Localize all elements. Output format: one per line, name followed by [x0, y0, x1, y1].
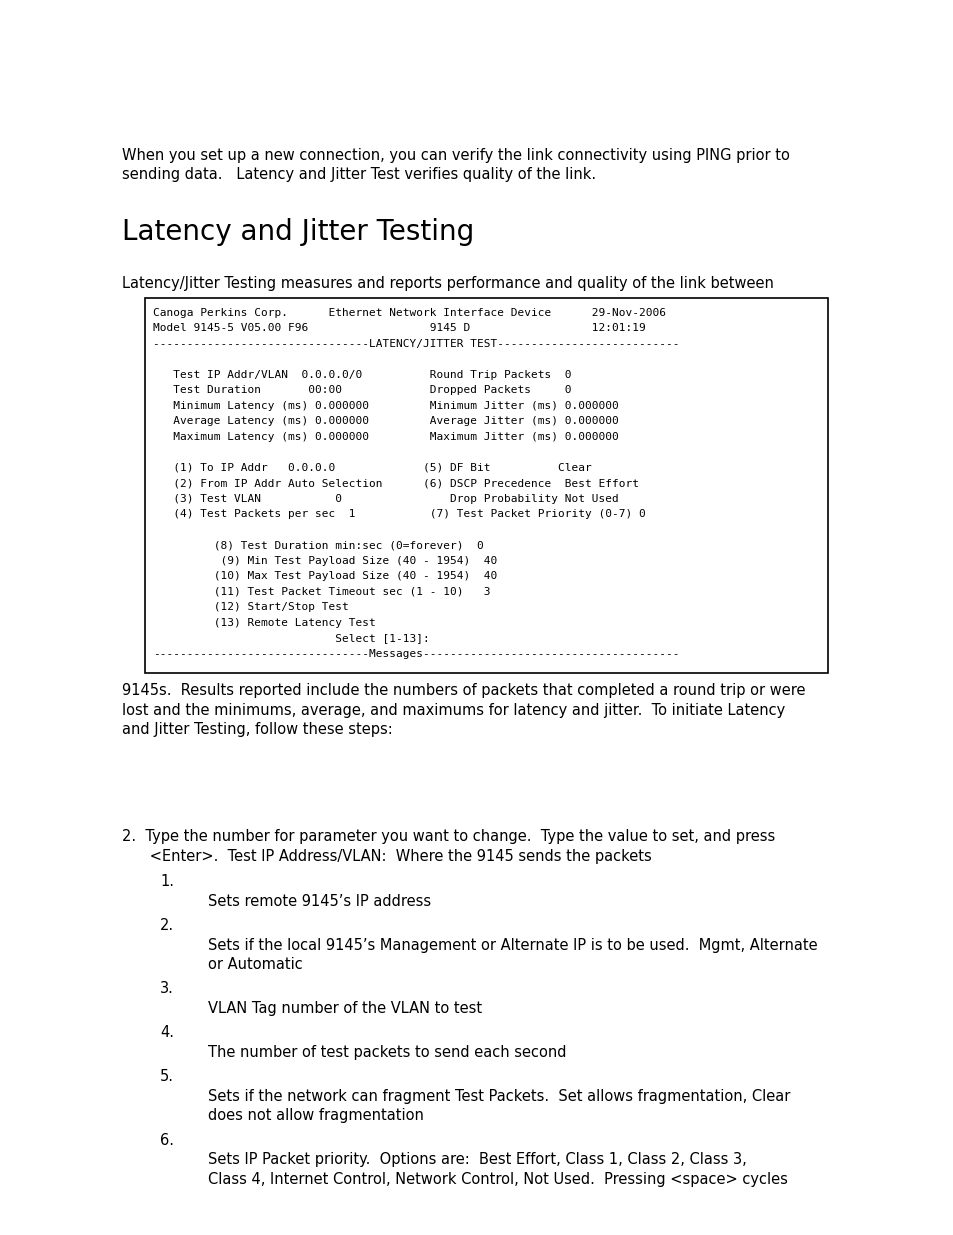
Text: lost and the minimums, average, and maximums for latency and jitter.  To initiat: lost and the minimums, average, and maxi… — [122, 703, 784, 718]
Text: Minimum Latency (ms) 0.000000         Minimum Jitter (ms) 0.000000: Minimum Latency (ms) 0.000000 Minimum Ji… — [152, 400, 618, 410]
Text: The number of test packets to send each second: The number of test packets to send each … — [208, 1045, 566, 1060]
Text: 4.: 4. — [160, 1025, 174, 1040]
Text: (13) Remote Latency Test: (13) Remote Latency Test — [152, 618, 375, 627]
Text: (4) Test Packets per sec  1           (7) Test Packet Priority (0-7) 0: (4) Test Packets per sec 1 (7) Test Pack… — [152, 509, 645, 519]
Text: Average Latency (ms) 0.000000         Average Jitter (ms) 0.000000: Average Latency (ms) 0.000000 Average Ji… — [152, 416, 618, 426]
Text: 2.  Type the number for parameter you want to change.  Type the value to set, an: 2. Type the number for parameter you wan… — [122, 830, 775, 845]
Text: and Jitter Testing, follow these steps:: and Jitter Testing, follow these steps: — [122, 722, 393, 737]
Text: sending data.   Latency and Jitter Test verifies quality of the link.: sending data. Latency and Jitter Test ve… — [122, 168, 596, 183]
Text: 3.: 3. — [160, 982, 174, 997]
Text: (9) Min Test Payload Size (40 - 1954)  40: (9) Min Test Payload Size (40 - 1954) 40 — [152, 556, 497, 566]
Text: Canoga Perkins Corp.      Ethernet Network Interface Device      29-Nov-2006: Canoga Perkins Corp. Ethernet Network In… — [152, 308, 665, 317]
Text: (10) Max Test Payload Size (40 - 1954)  40: (10) Max Test Payload Size (40 - 1954) 4… — [152, 571, 497, 580]
Text: 5.: 5. — [160, 1070, 174, 1084]
Text: <Enter>.  Test IP Address/VLAN:  Where the 9145 sends the packets: <Enter>. Test IP Address/VLAN: Where the… — [122, 848, 651, 863]
Text: Sets if the local 9145’s Management or Alternate IP is to be used.  Mgmt, Altern: Sets if the local 9145’s Management or A… — [208, 937, 817, 952]
Text: Latency and Jitter Testing: Latency and Jitter Testing — [122, 219, 474, 246]
Text: 9145s.  Results reported include the numbers of packets that completed a round t: 9145s. Results reported include the numb… — [122, 683, 804, 698]
Text: 2.: 2. — [160, 918, 174, 934]
Text: (11) Test Packet Timeout sec (1 - 10)   3: (11) Test Packet Timeout sec (1 - 10) 3 — [152, 587, 490, 597]
Text: Sets if the network can fragment Test Packets.  Set allows fragmentation, Clear: Sets if the network can fragment Test Pa… — [208, 1089, 789, 1104]
Text: Select [1-13]:: Select [1-13]: — [152, 634, 429, 643]
Text: Test Duration       00:00             Dropped Packets     0: Test Duration 00:00 Dropped Packets 0 — [152, 385, 571, 395]
Text: VLAN Tag number of the VLAN to test: VLAN Tag number of the VLAN to test — [208, 1000, 481, 1016]
Text: Latency/Jitter Testing measures and reports performance and quality of the link : Latency/Jitter Testing measures and repo… — [122, 275, 773, 290]
Bar — [145, 298, 827, 673]
Text: 1.: 1. — [160, 874, 174, 889]
Text: Model 9145-5 V05.00 F96                  9145 D                  12:01:19: Model 9145-5 V05.00 F96 9145 D 12:01:19 — [152, 324, 645, 333]
Text: does not allow fragmentation: does not allow fragmentation — [208, 1108, 423, 1123]
Text: (3) Test VLAN           0                Drop Probability Not Used: (3) Test VLAN 0 Drop Probability Not Use… — [152, 494, 618, 504]
Text: or Automatic: or Automatic — [208, 957, 302, 972]
Text: --------------------------------LATENCY/JITTER TEST---------------------------: --------------------------------LATENCY/… — [152, 338, 679, 348]
Text: Maximum Latency (ms) 0.000000         Maximum Jitter (ms) 0.000000: Maximum Latency (ms) 0.000000 Maximum Ji… — [152, 431, 618, 442]
Text: When you set up a new connection, you can verify the link connectivity using PIN: When you set up a new connection, you ca… — [122, 148, 789, 163]
Text: (8) Test Duration min:sec (0=forever)  0: (8) Test Duration min:sec (0=forever) 0 — [152, 540, 483, 550]
Text: (2) From IP Addr Auto Selection      (6) DSCP Precedence  Best Effort: (2) From IP Addr Auto Selection (6) DSCP… — [152, 478, 638, 488]
Text: Class 4, Internet Control, Network Control, Not Used.  Pressing <space> cycles: Class 4, Internet Control, Network Contr… — [208, 1172, 787, 1187]
Text: Sets IP Packet priority.  Options are:  Best Effort, Class 1, Class 2, Class 3,: Sets IP Packet priority. Options are: Be… — [208, 1152, 746, 1167]
Text: Test IP Addr/VLAN  0.0.0.0/0          Round Trip Packets  0: Test IP Addr/VLAN 0.0.0.0/0 Round Trip P… — [152, 369, 571, 379]
Text: (1) To IP Addr   0.0.0.0             (5) DF Bit          Clear: (1) To IP Addr 0.0.0.0 (5) DF Bit Clear — [152, 463, 591, 473]
Text: (12) Start/Stop Test: (12) Start/Stop Test — [152, 601, 348, 613]
Text: --------------------------------Messages--------------------------------------: --------------------------------Messages… — [152, 648, 679, 658]
Text: Sets remote 9145’s IP address: Sets remote 9145’s IP address — [208, 894, 431, 909]
Text: 6.: 6. — [160, 1132, 174, 1147]
